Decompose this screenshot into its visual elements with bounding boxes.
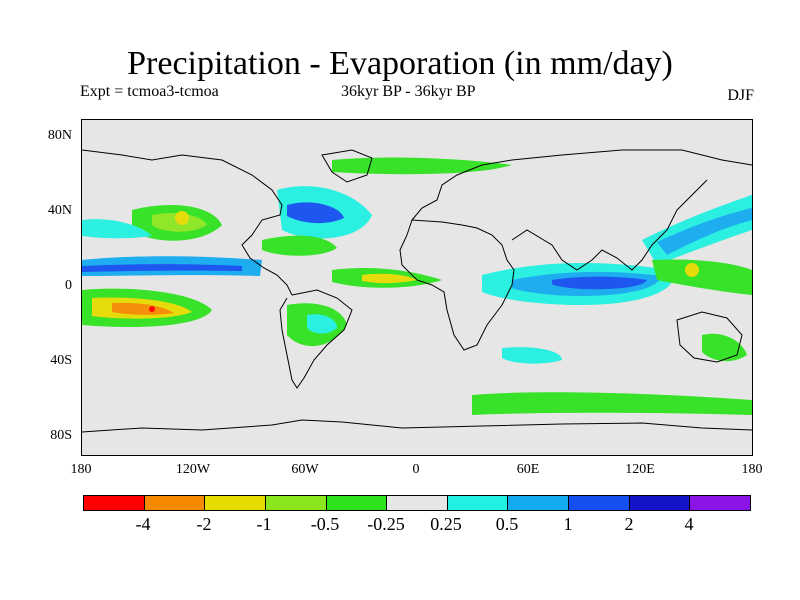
lat-label-40n: 40N xyxy=(47,203,72,218)
coastlines xyxy=(82,149,752,433)
south-america-wet xyxy=(307,314,337,334)
antarctica-coast xyxy=(82,419,752,433)
colorbar-label: 2 xyxy=(624,514,634,534)
colorbar-label: -4 xyxy=(135,514,151,534)
colorbar-swatch xyxy=(205,496,266,510)
north-pacific-dry-core xyxy=(175,211,189,225)
colorbar-label: 4 xyxy=(684,514,694,534)
north-pacific-wet xyxy=(82,219,152,239)
experiment-label: Expt = tcmoa3-tcmoa xyxy=(80,83,219,100)
colorbar-label: 0.25 xyxy=(430,514,462,534)
south-pacific-min xyxy=(149,306,155,312)
lat-label-80n: 80N xyxy=(47,128,72,143)
colorbar-label: -0.5 xyxy=(310,514,340,534)
lat-label-40s: 40S xyxy=(50,353,72,368)
indian-ocean-band-core xyxy=(552,276,647,290)
colorbar-label: 0.5 xyxy=(495,514,519,534)
lon-label-60w: 60W xyxy=(291,462,319,477)
colorbar-swatch xyxy=(447,496,509,510)
warm-pool-dry xyxy=(652,259,752,295)
south-pacific-dry-core xyxy=(112,302,174,315)
lon-label-180w: 180 xyxy=(70,462,92,477)
colorbar xyxy=(83,495,751,511)
arctic-band xyxy=(332,157,512,175)
colorbar-swatch xyxy=(508,496,570,510)
colorbar-label: -2 xyxy=(196,514,212,534)
colorbar-swatch xyxy=(326,496,388,510)
chart-title: Precipitation - Evaporation (in mm/day) xyxy=(127,45,673,82)
north-america-coast xyxy=(82,149,293,296)
south-indian-wet xyxy=(502,347,562,364)
colorbar-swatch xyxy=(629,496,691,510)
colorbar-label: -1 xyxy=(256,514,272,534)
lat-label-0: 0 xyxy=(65,278,72,293)
australia-field xyxy=(702,333,747,362)
lon-label-60e: 60E xyxy=(516,462,540,477)
europe-africa-coast xyxy=(399,159,515,351)
asia-coast xyxy=(511,149,752,271)
lon-label-120w: 120W xyxy=(175,462,211,477)
period-label: 36kyr BP - 36kyr BP xyxy=(341,83,476,100)
warm-pool-dry-core xyxy=(685,263,699,277)
south-america-coast xyxy=(279,289,353,389)
lon-label-0: 0 xyxy=(412,462,420,477)
field-layer xyxy=(82,157,752,415)
map-canvas xyxy=(82,149,752,433)
atlantic-subtropical-dry xyxy=(262,235,337,256)
southern-ocean-band xyxy=(472,392,752,415)
colorbar-label: -0.25 xyxy=(367,514,405,534)
colorbar-swatch xyxy=(84,496,145,510)
equatorial-atlantic-dry-inner xyxy=(362,273,417,284)
lon-label-120e: 120E xyxy=(625,462,655,477)
lon-label-180e: 180 xyxy=(741,462,763,477)
season-label: DJF xyxy=(727,87,754,104)
australia-coast xyxy=(676,311,743,363)
map-panel xyxy=(81,119,753,456)
lat-label-80s: 80S xyxy=(50,428,72,443)
greenland-coast xyxy=(321,149,373,183)
colorbar-swatch xyxy=(387,496,448,510)
colorbar-swatch xyxy=(144,496,206,510)
colorbar-label: 1 xyxy=(563,514,573,534)
west-pacific-band-core xyxy=(657,208,752,255)
colorbar-swatch xyxy=(690,496,751,510)
north-atlantic-wet-core xyxy=(287,202,344,224)
itcz-pacific-core xyxy=(82,264,242,272)
colorbar-swatch xyxy=(569,496,630,510)
colorbar-swatch xyxy=(265,496,327,510)
